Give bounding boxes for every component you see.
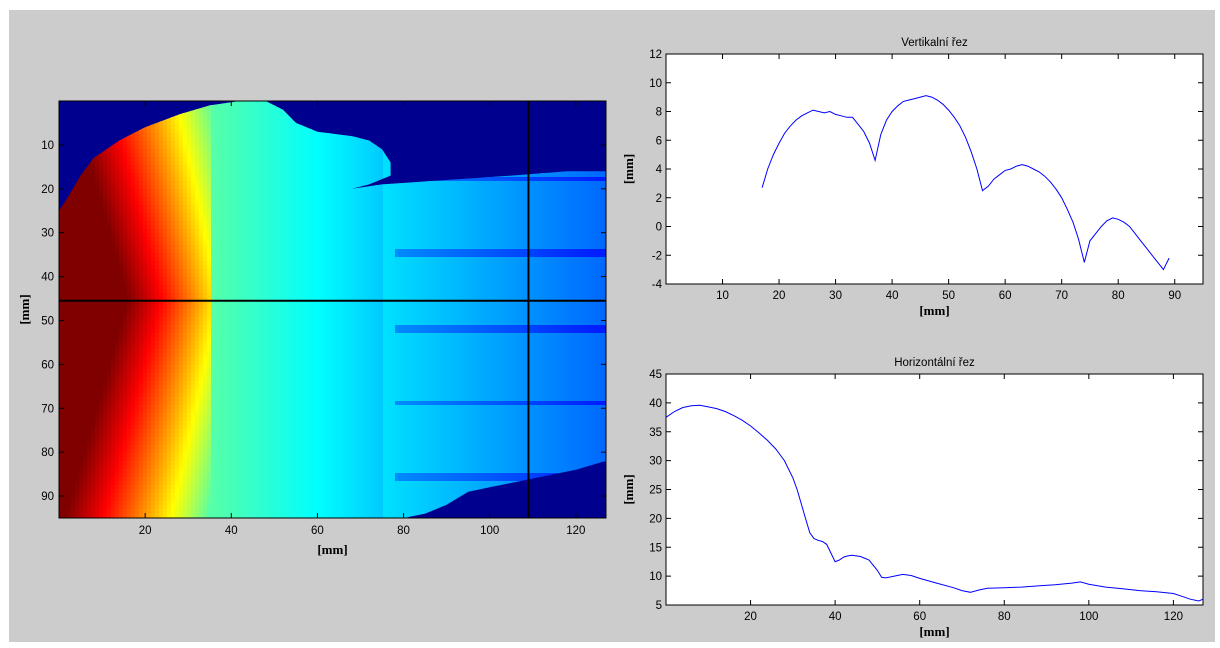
x-tick-label: 40 [829,611,842,623]
x-tick-label: 100 [480,525,499,537]
y-tick-label: 5 [656,600,662,612]
x-tick-label: 10 [716,290,729,302]
profile-line-series [665,404,1204,602]
y-tick-label: 45 [649,369,662,381]
y-tick-label: 70 [41,403,54,415]
y-tick-label: 30 [649,456,662,468]
y-tick-label: 90 [41,491,54,503]
y-tick-label: 15 [649,542,662,554]
x-tick-label: 120 [1164,611,1183,623]
x-tick-label: 90 [1168,290,1181,302]
y-tick-label: 4 [656,164,663,176]
y-tick-label: 40 [41,272,54,284]
y-tick-label: 80 [41,447,54,459]
x-tick-label: 60 [999,290,1012,302]
x-axis-label: [mm] [317,542,347,557]
x-tick-label: 80 [397,525,410,537]
x-tick-label: 100 [1079,611,1098,623]
chart-title: Horizontální řez [894,357,975,369]
y-tick-label: 2 [656,193,662,205]
x-tick-label: 60 [913,611,926,623]
chart-title: Vertikalní řez [901,37,968,49]
horizontal-profile-axes[interactable]: 20 40 60 80 100 120 5 10 15 20 25 30 35 40 45 Horizontá… [621,357,1204,639]
y-tick-label: 0 [656,222,662,234]
plot-area [665,373,1204,606]
map-frame [58,100,607,519]
plot-area [665,53,1204,285]
x-tick-label: 40 [886,290,899,302]
y-tick-label: 10 [649,571,662,583]
x-axis-label: [mm] [919,624,949,639]
x-tick-label: 60 [311,525,324,537]
x-tick-label: 20 [139,525,152,537]
y-axis-label: [mm] [621,474,636,504]
vertical-profile-axes[interactable]: 10 20 30 40 50 60 70 80 90 -4 -2 0 2 4 6 8 10 12 Vertikaln… [621,37,1204,318]
y-tick-label: -4 [652,279,663,291]
y-axis-label: [mm] [17,294,32,324]
y-tick-label: 35 [649,427,662,439]
y-tick-label: 20 [649,513,662,525]
x-tick-label: 80 [1112,290,1125,302]
x-axis-label: [mm] [919,303,949,318]
profile-line-series [761,95,1170,271]
y-tick-label: 25 [649,485,662,497]
x-tick-label: 40 [225,525,238,537]
y-tick-label: 60 [41,359,54,371]
y-tick-label: 20 [41,184,54,196]
y-tick-label: 10 [41,140,54,152]
x-tick-label: 30 [829,290,842,302]
y-tick-label: 12 [649,49,662,61]
y-tick-label: 30 [41,228,54,240]
y-tick-label: 50 [41,315,54,327]
y-tick-label: 40 [649,398,662,410]
figure-canvas: 20 40 60 80 100 120102030405060708090[mm][mm]… [17,37,1204,639]
x-tick-label: 70 [1055,290,1068,302]
y-axis-label: [mm] [621,154,636,184]
x-tick-label: 50 [942,290,955,302]
y-tick-label: -2 [652,250,662,262]
figure-window: 20 40 60 80 100 120 10 20 30 40 50 60 70 80 90 [mm] [mm]… [9,10,1215,642]
x-tick-label: 20 [773,290,786,302]
x-tick-label: 120 [566,525,585,537]
y-tick-label: 8 [656,107,662,119]
x-tick-label: 20 [744,611,757,623]
depth-map-axes[interactable]: 20 40 60 80 100 120 10 20 30 40 50 60 70 80 90 [mm] [mm] [17,100,608,557]
y-tick-label: 6 [656,135,662,147]
y-tick-label: 10 [649,78,662,90]
x-tick-label: 80 [998,611,1011,623]
